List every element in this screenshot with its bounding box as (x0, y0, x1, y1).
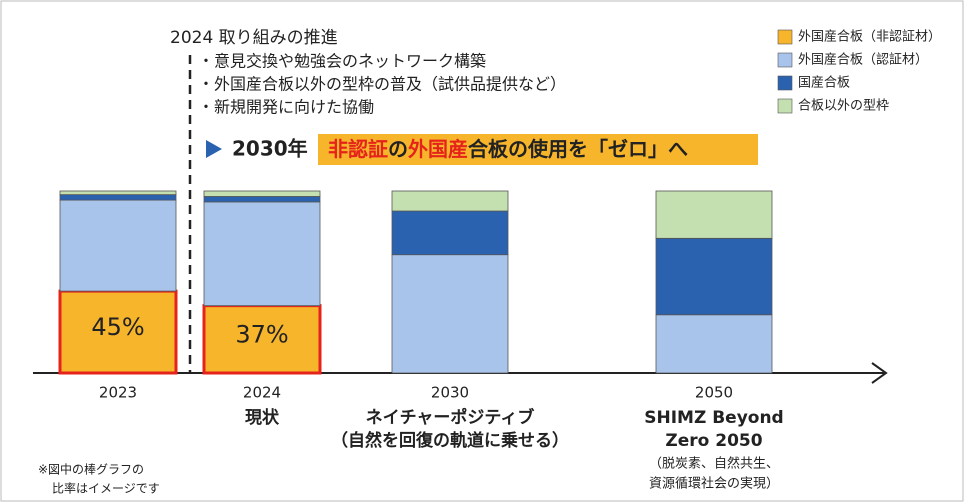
goal-segment: の (388, 137, 408, 161)
x-sublabel: （自然を回復の軌道に乗せる） (331, 430, 569, 451)
x-sublabel: Zero 2050 (665, 431, 762, 451)
bullet: ・新規開発に向けた協働 (198, 98, 374, 117)
x-sublabel: （脱炭素、自然共生、 (649, 456, 779, 472)
goal-year: 2030年 (232, 137, 308, 161)
bar-segment (59, 190, 177, 196)
legend-swatch (777, 52, 793, 68)
bar-segment (655, 190, 773, 239)
footnote: 比率はイメージです (52, 481, 160, 496)
x-sublabel: ネイチャーポジティブ (366, 407, 535, 428)
bullet: ・意見交換や勉強会のネットワーク構築 (198, 52, 486, 71)
legend-label: 外国産合板（認証材） (798, 52, 928, 68)
legend-swatch (777, 75, 793, 91)
bar-segment (202, 304, 322, 375)
bar-segment (391, 254, 509, 374)
bar-segment (655, 237, 773, 316)
x-sublabel: 現状 (245, 407, 280, 428)
bar-segment (655, 314, 773, 374)
goal-segment: 外国産 (408, 137, 468, 161)
bar-segment (203, 201, 321, 307)
bar-segment (203, 196, 321, 203)
x-tick-label: 2050 (695, 384, 733, 402)
goal-segment: 合板の使用を「ゼロ」へ (468, 137, 688, 161)
goal-text: 非認証の外国産合板の使用を「ゼロ」へ (328, 137, 688, 161)
x-sublabel: 資源循環社会の実現） (649, 476, 779, 492)
legend-label: 外国産合板（非認証材） (798, 29, 941, 45)
x-tick-label: 2023 (99, 384, 137, 402)
x-axis-arrow (871, 362, 888, 384)
legend-swatch (777, 98, 793, 114)
x-tick-label: 2024 (243, 384, 281, 402)
goal-segment: 非認証 (328, 137, 388, 161)
legend-label: 国産合板 (798, 75, 850, 91)
x-tick-label: 2030 (431, 384, 469, 402)
x-sublabel: SHIMZ Beyond (644, 408, 783, 428)
data-label: 37% (235, 320, 288, 348)
bar-segment (391, 190, 509, 212)
goal-box (318, 134, 758, 165)
bullet: ・外国産合板以外の型枠の普及（試供品提供など） (198, 75, 566, 94)
bar-segment (203, 190, 321, 197)
bar-segment (59, 194, 177, 201)
footnote: ※図中の棒グラフの (38, 462, 144, 477)
goal-marker (206, 140, 222, 158)
bar-segment (59, 199, 177, 292)
data-label: 45% (91, 313, 144, 341)
bar-segment (391, 210, 509, 256)
legend-swatch (777, 29, 793, 45)
legend-label: 合板以外の型枠 (798, 99, 889, 114)
bar-segment (58, 289, 178, 375)
heading: 2024 取り組みの推進 (170, 28, 338, 48)
